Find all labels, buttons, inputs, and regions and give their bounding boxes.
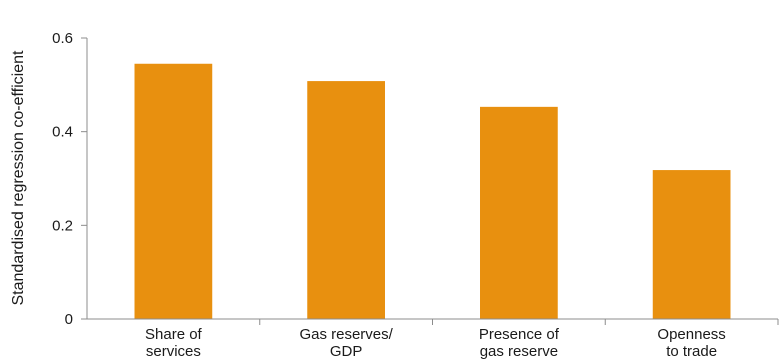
x-tick-label: Gas reserves/GDP bbox=[299, 326, 393, 360]
y-axis-title: Standardised regression co-efficient bbox=[10, 50, 27, 306]
x-axis: Share of services Gas reserves/GDP Presence… bbox=[87, 318, 779, 360]
y-tick-label: 0.6 bbox=[52, 30, 73, 47]
bar bbox=[307, 81, 385, 319]
x-tick-label: Openness to trade bbox=[657, 326, 725, 360]
y-tick-label: 0.4 bbox=[52, 124, 73, 141]
x-tick-label: Share of services bbox=[145, 326, 203, 360]
x-tick-label: Presence of gas reserve bbox=[479, 326, 560, 360]
bar bbox=[480, 106, 558, 319]
y-tick-label: 0 bbox=[65, 311, 73, 328]
y-axis: 0 0.2 0.4 0.6 bbox=[52, 30, 88, 328]
y-tick-label: 0.2 bbox=[52, 217, 73, 234]
bar bbox=[652, 170, 731, 319]
bars bbox=[134, 63, 731, 320]
bar bbox=[134, 63, 213, 320]
